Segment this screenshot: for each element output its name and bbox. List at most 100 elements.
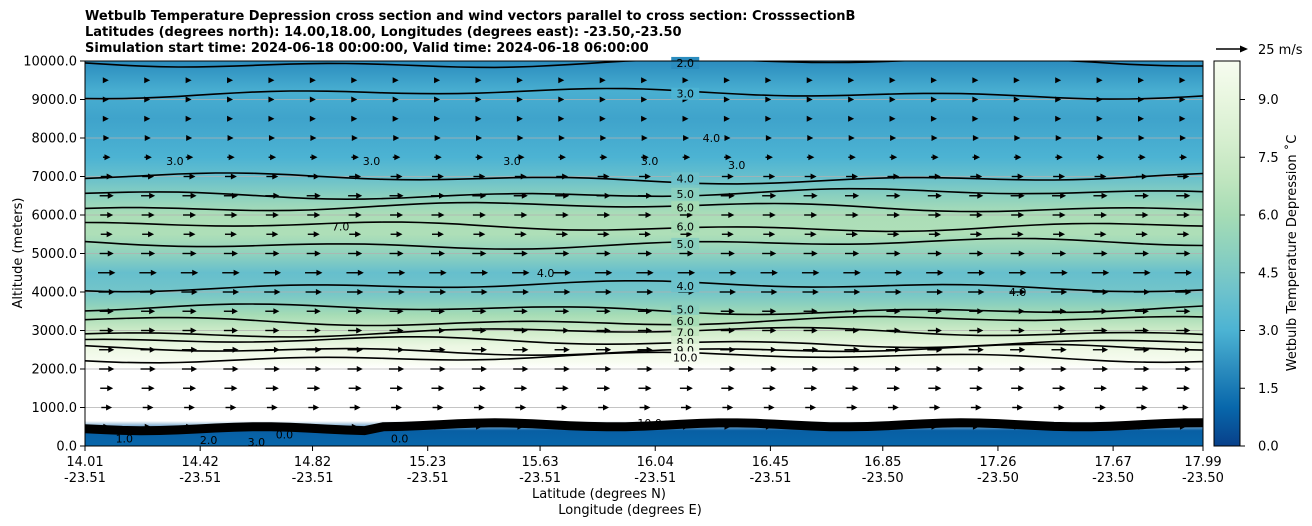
- extra-contour-label-2: 3.0: [503, 155, 521, 168]
- wind-arrow: [472, 385, 486, 392]
- wind-arrow: [848, 154, 856, 161]
- wind-arrow: [723, 115, 730, 122]
- wind-arrow: [1053, 404, 1065, 411]
- wind-arrow: [553, 269, 571, 276]
- contour-label-13: 10.0: [673, 351, 698, 364]
- wind-arrow: [599, 77, 606, 84]
- wind-arrow: [1052, 250, 1067, 257]
- wind-arrow: [969, 250, 984, 257]
- wind-arrow: [599, 154, 608, 161]
- wind-arrow: [1096, 154, 1105, 161]
- quiver-key-label: 25 m/s: [1258, 43, 1303, 58]
- wind-arrow: [598, 404, 609, 411]
- wind-arrow: [846, 173, 858, 180]
- wind-arrow: [760, 269, 778, 276]
- wind-arrow: [1137, 77, 1144, 84]
- wind-arrow: [223, 250, 238, 257]
- wind-arrow: [1174, 269, 1192, 276]
- wind-arrow: [100, 212, 114, 218]
- wind-arrow: [641, 115, 648, 122]
- wind-arrow: [517, 154, 525, 161]
- wind-arrow: [719, 269, 737, 276]
- x-tick-lat-4: 15.63: [521, 455, 558, 470]
- wind-arrow: [346, 289, 364, 295]
- wind-arrow: [926, 289, 944, 295]
- y-tick-label-7: 7000.0: [32, 170, 78, 185]
- wind-arrow: [475, 115, 482, 122]
- wind-arrow: [594, 269, 613, 276]
- wind-arrow: [845, 385, 859, 392]
- wind-arrow: [848, 115, 855, 122]
- wind-arrow: [844, 327, 860, 334]
- wind-arrow: [807, 135, 814, 141]
- wind-arrow: [1134, 346, 1150, 353]
- wind-arrow: [265, 327, 280, 334]
- wind-arrow: [434, 115, 441, 122]
- wind-arrow: [1010, 192, 1025, 199]
- wind-arrow: [348, 308, 363, 315]
- extra-contour-label-11: 2.0: [200, 434, 218, 447]
- wind-arrow: [927, 250, 942, 257]
- x-tick-lat-6: 16.45: [752, 455, 789, 470]
- wind-arrow: [389, 308, 404, 315]
- wind-arrow: [268, 423, 275, 430]
- wind-arrow: [227, 115, 234, 122]
- extra-contour-label-3: 3.0: [641, 155, 659, 168]
- wind-arrow: [679, 212, 693, 218]
- cbar-tick-label-2: 3.0: [1258, 324, 1279, 339]
- y-tick-label-1: 1000.0: [32, 401, 78, 416]
- wind-arrow: [886, 385, 900, 392]
- wind-arrow: [183, 212, 197, 218]
- wind-arrow: [225, 404, 237, 411]
- wind-arrow: [182, 327, 197, 334]
- wind-arrow: [761, 289, 778, 295]
- wind-arrow: [721, 231, 734, 238]
- x-tick-lon-10: -23.50: [1182, 471, 1224, 486]
- colorbar: 0.0 1.5 3.0 4.5 6.0 7.5 9.0: [1213, 60, 1279, 455]
- wind-arrow: [185, 96, 192, 103]
- wind-arrow: [1093, 192, 1108, 199]
- wind-arrow: [638, 212, 652, 218]
- wind-arrow: [390, 231, 403, 238]
- x-tick-lon-4: -23.51: [519, 471, 561, 486]
- wind-arrow: [310, 135, 317, 141]
- wind-arrow: [100, 231, 113, 238]
- y-tick-label-6: 6000.0: [32, 209, 78, 224]
- wind-arrow: [682, 77, 689, 84]
- extra-contour-label-12: 3.0: [248, 436, 266, 449]
- wind-arrow: [555, 250, 570, 257]
- wind-arrow: [434, 96, 441, 103]
- wind-arrow: [266, 404, 278, 411]
- contour-line-10: [85, 326, 1203, 338]
- wind-arrow: [139, 289, 157, 295]
- wind-arrow: [1013, 154, 1022, 161]
- y-axis: 0.0 1000.0 2000.0 3000.0 4000.0 5000.0 6000.0 7…: [23, 55, 85, 455]
- wind-arrow: [309, 115, 316, 122]
- wind-arrow: [392, 154, 401, 161]
- wind-arrow: [430, 192, 446, 199]
- wind-arrow: [803, 346, 819, 353]
- wind-arrow: [99, 346, 115, 353]
- wind-arrow: [1176, 327, 1191, 334]
- quiver-key-arrow-head: [1240, 45, 1248, 53]
- wind-arrow: [1052, 308, 1067, 315]
- wind-arrow: [263, 269, 282, 276]
- extra-contour-label-8: 4.0: [1009, 286, 1027, 299]
- y-tick-label-5: 5000.0: [32, 247, 78, 262]
- wind-arrow: [307, 212, 321, 218]
- wind-arrow: [1055, 115, 1062, 122]
- wind-arrow: [1011, 173, 1024, 180]
- wind-arrow: [1051, 366, 1067, 372]
- wind-arrow: [969, 327, 984, 334]
- wind-arrow: [555, 327, 570, 334]
- wind-arrow: [637, 346, 653, 353]
- wind-arrow: [680, 231, 693, 238]
- contour-label-bg-13: [671, 351, 700, 364]
- x-tick-lat-5: 16.04: [637, 455, 674, 470]
- wind-arrow: [679, 385, 693, 392]
- wind-arrow: [266, 173, 279, 180]
- wind-arrow: [1050, 289, 1068, 295]
- wind-arrow: [927, 192, 942, 199]
- wind-arrow: [595, 289, 612, 295]
- wind-arrow: [556, 231, 569, 238]
